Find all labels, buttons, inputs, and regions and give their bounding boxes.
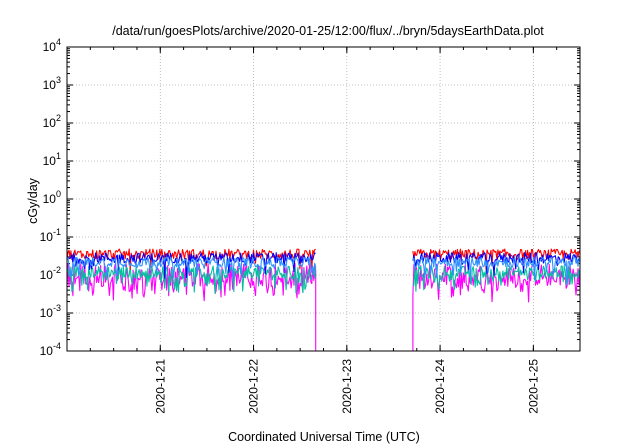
- x-axis-label: Coordinated Universal Time (UTC): [228, 430, 420, 444]
- y-tick-label: 10-4: [40, 341, 61, 358]
- y-tick-label: 100: [43, 189, 61, 206]
- series-line: [66, 265, 317, 295]
- y-axis-label: cGy/day: [26, 177, 40, 224]
- x-tick-label: 2020-1-25: [526, 359, 540, 414]
- x-tick-label: 2020-1-22: [247, 359, 261, 414]
- x-ticks: 2020-1-21 2020-1-22 2020-1-23 2020-1-24 2020…: [66, 47, 581, 414]
- y-tick-label: 10-2: [40, 265, 61, 282]
- series-line: [412, 265, 581, 292]
- series-line: [412, 256, 581, 284]
- plot-series: [66, 248, 581, 351]
- y-tick-label: 103: [43, 75, 61, 92]
- x-tick-label: 2020-1-21: [153, 359, 167, 414]
- series-line: [66, 256, 317, 280]
- series-line: [66, 252, 316, 279]
- x-tick-label: 2020-1-23: [340, 359, 354, 414]
- y-tick-label: 10-3: [40, 303, 61, 320]
- x-tick-label: 2020-1-24: [433, 359, 447, 414]
- y-tick-label: 102: [43, 113, 61, 130]
- y-tick-label: 104: [43, 37, 61, 54]
- y-tick-label: 101: [43, 151, 61, 168]
- chart-title: /data/run/goesPlots/archive/2020-01-25/1…: [112, 24, 544, 38]
- series-line: [66, 263, 317, 351]
- y-tick-label: 10-1: [40, 227, 61, 244]
- plot-frame: [66, 46, 581, 352]
- series-line: [412, 252, 581, 276]
